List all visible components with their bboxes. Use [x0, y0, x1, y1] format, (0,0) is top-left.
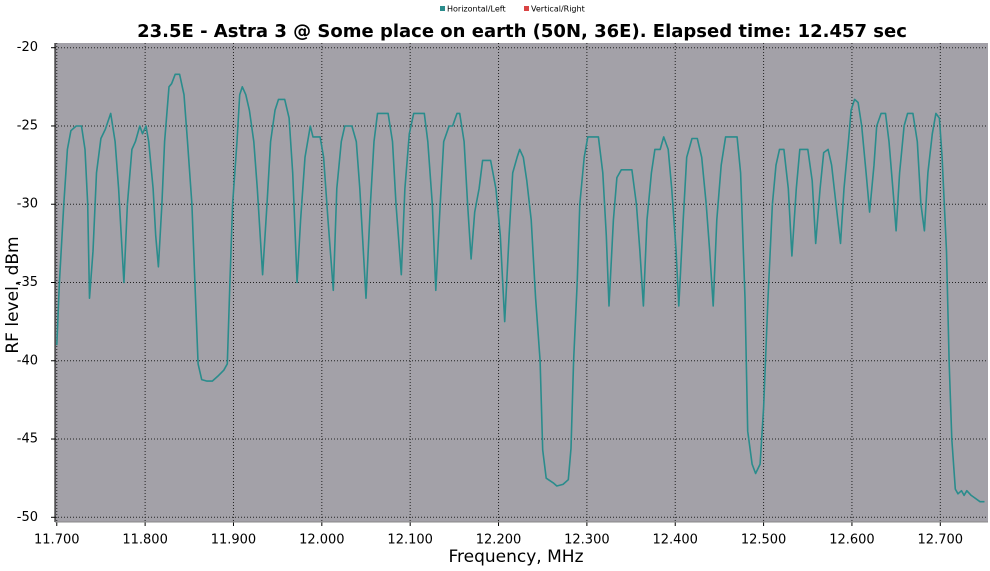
- x-tick-label: 12.700: [918, 533, 964, 548]
- y-tick-label: -40: [17, 353, 38, 368]
- x-tick-label: 12.500: [741, 533, 787, 548]
- x-tick-label: 12.300: [564, 533, 610, 548]
- y-tick-label: -45: [17, 432, 38, 447]
- x-tick-label: 11.800: [122, 533, 168, 548]
- y-tick-label: -35: [17, 275, 38, 290]
- x-tick-label: 12.000: [299, 533, 345, 548]
- legend-swatch: [524, 6, 529, 11]
- legend-swatch: [440, 6, 445, 11]
- y-tick-label: -25: [17, 118, 38, 133]
- y-tick-label: -50: [17, 510, 38, 525]
- x-tick-label: 12.400: [652, 533, 698, 548]
- x-axis-label: Frequency, MHz: [448, 547, 583, 567]
- x-tick-label: 12.200: [476, 533, 522, 548]
- y-tick-label: -30: [17, 197, 38, 212]
- chart-title: 23.5E - Astra 3 @ Some place on earth (5…: [137, 21, 907, 42]
- legend-label: Vertical/Right: [531, 5, 585, 14]
- data-line: [56, 73, 985, 503]
- legend-label: Horizontal/Left: [447, 5, 506, 14]
- y-axis-label: RF level, dBm: [3, 236, 23, 353]
- x-tick-label: 11.900: [211, 533, 257, 548]
- x-tick-label: 11.700: [34, 533, 80, 548]
- x-tick-label: 12.100: [387, 533, 433, 548]
- y-tick-label: -20: [17, 40, 38, 55]
- x-tick-label: 12.600: [829, 533, 875, 548]
